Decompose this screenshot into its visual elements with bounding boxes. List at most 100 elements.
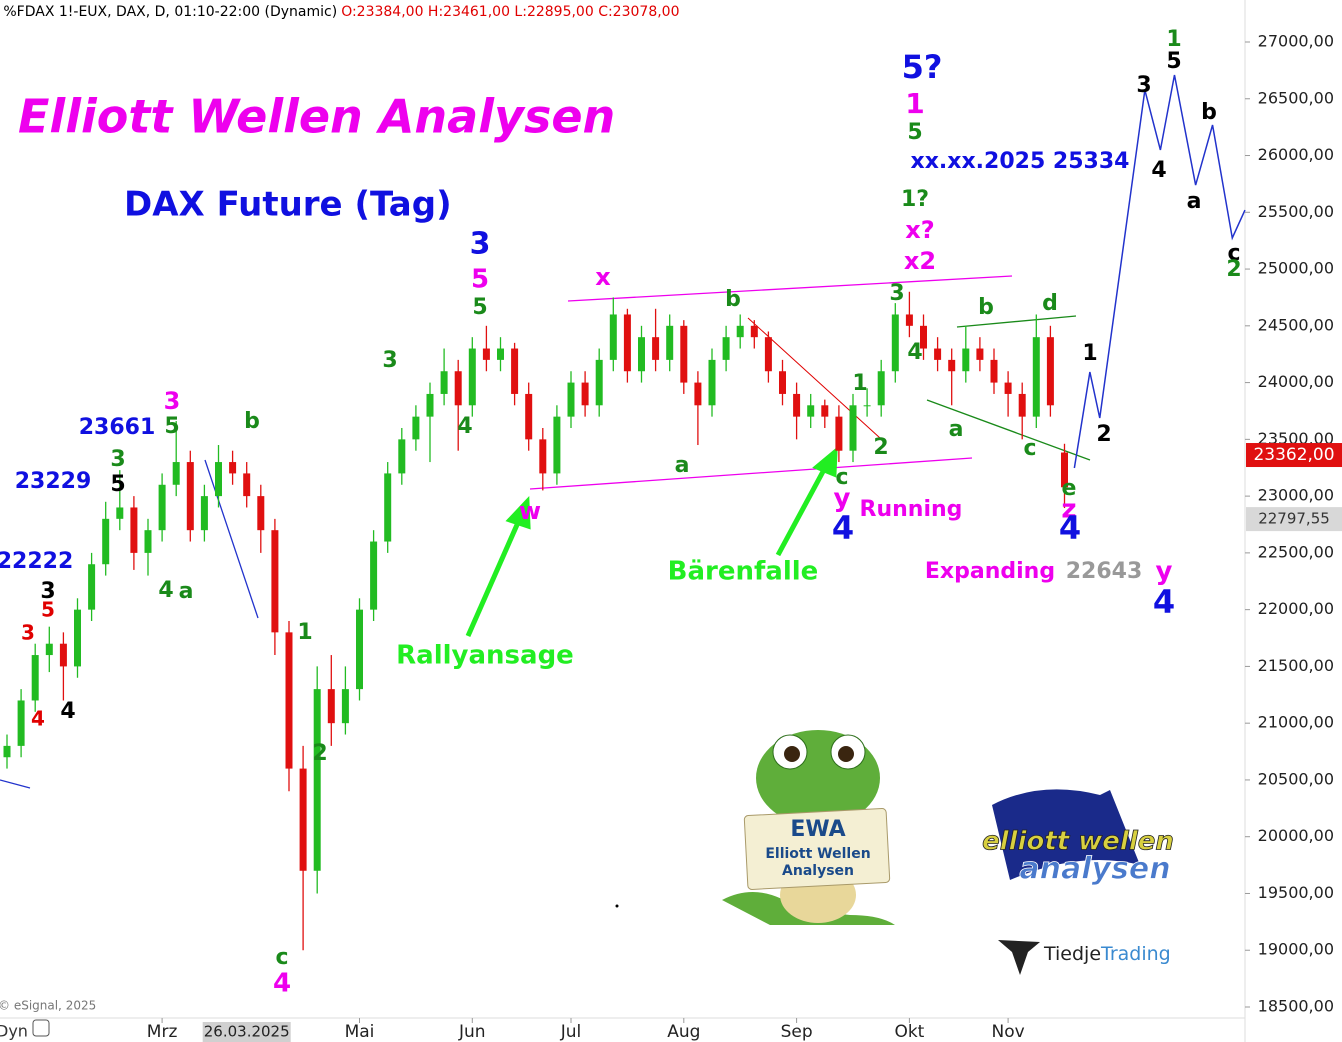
candle-body <box>891 314 899 372</box>
price-tag <box>1246 507 1342 532</box>
candle-body <box>652 337 660 360</box>
mascot-pupil <box>784 746 800 762</box>
y-tick-label: 26500,00 <box>1258 88 1334 107</box>
y-tick-label: 27000,00 <box>1258 32 1334 51</box>
wave-label: Running <box>860 497 963 522</box>
lock-icon[interactable] <box>32 1019 50 1037</box>
candle-body <box>990 359 998 383</box>
sponsor-text: TiedjeTrading <box>1043 943 1171 965</box>
wave-label: 3 <box>21 621 35 645</box>
candle-body <box>736 325 744 338</box>
wave-label: 4 <box>1059 509 1081 547</box>
candle-body <box>1018 393 1026 417</box>
candle-body <box>45 643 53 656</box>
candle-body <box>934 348 942 360</box>
y-tick-label: 20000,00 <box>1258 826 1334 845</box>
wave-label: 1 <box>1082 341 1097 366</box>
trend-line <box>0 779 31 789</box>
wave-label: c <box>1227 241 1240 266</box>
candle-body <box>581 382 589 406</box>
projection-line <box>1073 74 1246 469</box>
candle-body <box>623 314 631 372</box>
wave-label: 3 <box>164 387 181 415</box>
y-tick-label: 19000,00 <box>1258 940 1334 959</box>
y-tick-label: 22000,00 <box>1258 599 1334 618</box>
chart-subtitle: DAX Future (Tag) <box>124 185 452 225</box>
wave-label: 5 <box>471 265 489 295</box>
wave-label: y <box>834 484 851 514</box>
wave-label: 2 <box>312 741 327 766</box>
candle-body <box>764 337 772 372</box>
wave-label: c <box>835 465 848 490</box>
candle-body <box>17 700 25 746</box>
x-tick-label: Mai <box>345 1022 375 1042</box>
wave-label: 1 <box>1166 27 1181 52</box>
candle-body <box>285 632 293 769</box>
wave-label: 3 <box>40 579 55 604</box>
wave-label: 5 <box>110 472 125 497</box>
wave-label: 5 <box>41 598 55 622</box>
wave-label: b <box>244 409 260 434</box>
candle-body <box>835 416 843 451</box>
sign-text: EWA <box>790 817 845 842</box>
wave-label: 1 <box>905 87 924 120</box>
wave-label: 2 <box>1096 422 1111 447</box>
sponsor-icon <box>998 940 1040 975</box>
logo-flag <box>992 789 1140 880</box>
y-tick-label: 18500,00 <box>1258 997 1334 1016</box>
candle-body <box>482 348 490 360</box>
wave-label: c <box>275 945 288 970</box>
candle-body <box>666 325 674 360</box>
y-tick-label: 20500,00 <box>1258 769 1334 788</box>
wave-label: z <box>1061 495 1076 525</box>
x-tick-label: Okt <box>894 1022 924 1042</box>
x-tick-label: Mrz <box>147 1022 178 1042</box>
arrow-head <box>505 495 531 530</box>
sign-text: Elliott Wellen <box>765 846 870 862</box>
wave-label: 3 <box>470 227 491 262</box>
y-tick-label: 25000,00 <box>1258 259 1334 278</box>
cursor-box <box>202 1022 291 1042</box>
candle-body <box>454 371 462 406</box>
arrows <box>465 446 838 638</box>
candle-body <box>694 382 702 406</box>
wave-label: 5 <box>472 295 487 320</box>
candle-body <box>88 564 96 610</box>
triangle-line <box>956 315 1077 328</box>
candle-body <box>370 541 378 610</box>
y-tick-label: 21000,00 <box>1258 713 1334 732</box>
candle-body <box>863 405 871 407</box>
wave-label: 5 <box>907 120 922 145</box>
price-tag <box>1246 443 1342 468</box>
channel-line <box>529 457 973 490</box>
candle-body <box>877 371 885 406</box>
candle-body <box>31 655 39 701</box>
candle-body <box>172 462 180 485</box>
y-tick-label: 25500,00 <box>1258 202 1334 221</box>
candle-body <box>1004 382 1012 394</box>
wave-label: b <box>978 295 994 320</box>
candle-body <box>609 314 617 360</box>
wave-label: 4 <box>907 340 922 365</box>
sponsor-logo: TiedjeTrading <box>998 940 1171 975</box>
wave-label: 1 <box>852 371 867 396</box>
dot <box>615 904 619 908</box>
wave-label: 22222 <box>0 549 73 574</box>
candle-body <box>821 405 829 417</box>
x-tick-label: Jul <box>560 1022 582 1042</box>
candle-body <box>905 314 913 326</box>
candle-body <box>144 530 152 553</box>
wave-label: x? <box>905 216 934 244</box>
candle-body <box>398 439 406 474</box>
candle-body <box>215 462 222 497</box>
candle-body <box>779 371 786 394</box>
y-tick-label: 21500,00 <box>1258 656 1334 675</box>
y-tick-label: 19500,00 <box>1258 883 1334 902</box>
candle-body <box>962 348 970 372</box>
ewa-logo: elliott wellen analysen <box>982 789 1174 887</box>
copyright: © eSignal, 2025 <box>0 999 96 1013</box>
wave-label: w <box>519 497 541 525</box>
wave-label: 4 <box>60 699 75 724</box>
